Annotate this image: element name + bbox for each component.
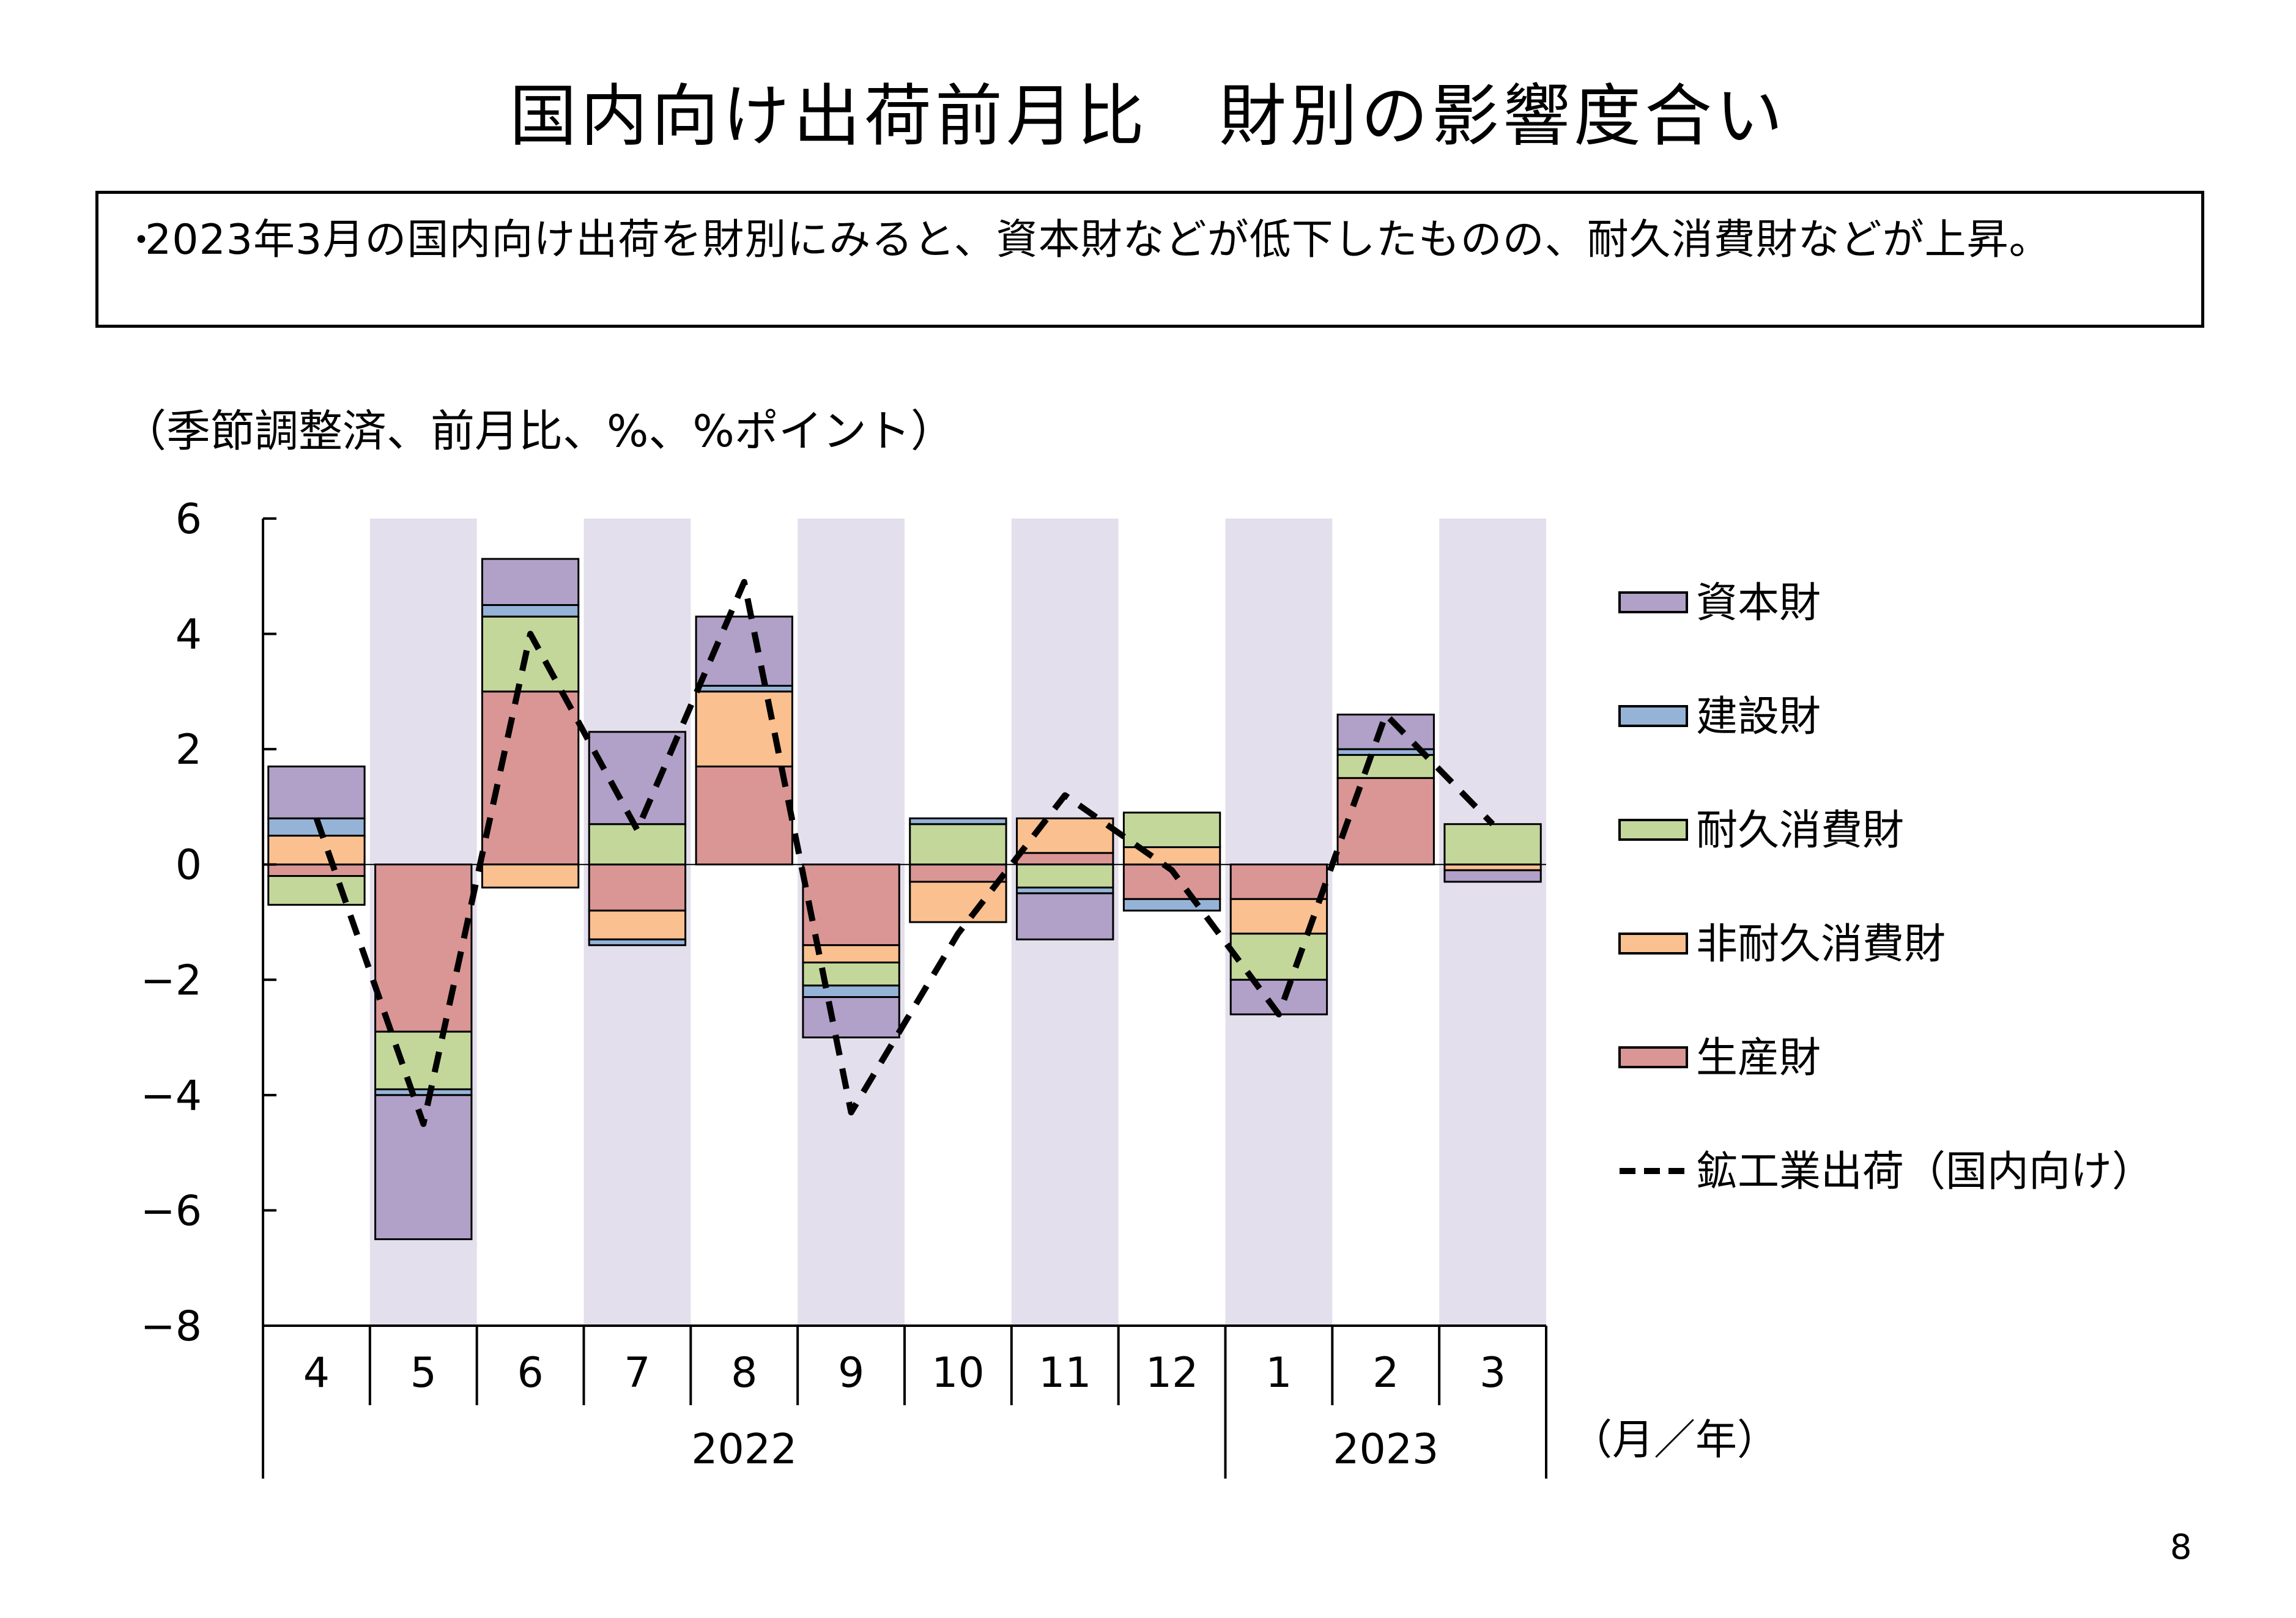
bar-producer-3 — [588, 863, 687, 912]
bar-producer-6 — [909, 863, 1007, 883]
x-tick-label-1: 1 — [1265, 1349, 1292, 1397]
bar-durable-9 — [1229, 933, 1328, 981]
bar-construction-6 — [909, 817, 1007, 826]
x-unit-label: （月／年） — [1571, 1416, 1779, 1465]
shade-band-3 — [1439, 519, 1546, 1326]
bar-producer-7 — [1016, 852, 1114, 866]
bar-durable-3 — [588, 823, 687, 866]
bar-nondurable-3 — [588, 909, 687, 940]
bar-durable-8 — [1122, 811, 1221, 848]
bar-construction-5 — [802, 984, 900, 999]
bar-capital-2 — [481, 558, 580, 606]
bar-nondurable-0 — [267, 835, 366, 866]
bar-construction-8 — [1122, 898, 1221, 912]
legend-label: 耐久消費財 — [1696, 807, 1904, 855]
bar-capital-5 — [802, 996, 900, 1039]
bar-producer-2 — [481, 690, 580, 866]
bar-durable-11 — [1443, 823, 1542, 866]
x-tick-label-5: 5 — [410, 1349, 437, 1397]
bar-capital-10 — [1336, 714, 1435, 750]
bar-durable-6 — [909, 823, 1007, 866]
bar-producer-10 — [1336, 777, 1435, 866]
y-tick-label: 6 — [176, 495, 202, 544]
bar-nondurable-7 — [1016, 817, 1114, 854]
bar-durable-7 — [1016, 863, 1114, 888]
bars — [267, 558, 1542, 1241]
x-tick-label-9: 9 — [838, 1349, 864, 1397]
y-tick-label: 4 — [176, 611, 202, 659]
legend-label: 非耐久消費財 — [1696, 920, 1946, 969]
y-tick-label: −2 — [141, 956, 202, 1005]
y-tick-label: 2 — [176, 726, 202, 774]
bar-construction-3 — [588, 938, 687, 947]
legend-swatch-durable — [1618, 819, 1688, 841]
bar-producer-4 — [695, 765, 793, 866]
x-tick-label-4: 4 — [303, 1349, 330, 1397]
page-number: 8 — [2170, 1527, 2192, 1567]
bar-capital-7 — [1016, 892, 1114, 940]
legend-swatch-construction — [1618, 705, 1688, 727]
bar-producer-0 — [267, 863, 366, 877]
line-shipments — [313, 578, 1495, 1127]
year-label-2023: 2023 — [1333, 1425, 1439, 1474]
legend-label: 建設財 — [1696, 693, 1821, 741]
x-tick-label-10: 10 — [931, 1349, 985, 1397]
x-tick-label-2: 2 — [1372, 1349, 1399, 1397]
bar-producer-1 — [374, 863, 473, 1033]
bar-durable-0 — [267, 875, 366, 906]
legend-swatch-producer — [1618, 1046, 1688, 1068]
legend-label: 鉱工業出荷（国内向け） — [1696, 1148, 2153, 1196]
line-series — [313, 578, 1495, 1127]
y-tick-label: 0 — [176, 841, 202, 890]
bar-nondurable-4 — [695, 690, 793, 767]
bar-producer-9 — [1229, 863, 1328, 900]
bar-capital-11 — [1443, 869, 1542, 883]
legend-label: 生産財 — [1696, 1034, 1821, 1082]
bar-nondurable-2 — [481, 863, 580, 888]
year-label-2022: 2022 — [691, 1425, 797, 1474]
bar-producer-5 — [802, 863, 900, 947]
page-title: 国内向け出荷前月比 財別の影響度合い — [509, 77, 1787, 155]
y-tick-label: −6 — [141, 1187, 202, 1235]
bar-capital-9 — [1229, 978, 1328, 1016]
bar-construction-2 — [481, 604, 580, 618]
x-tick-label-12: 12 — [1146, 1349, 1199, 1397]
legend-swatch-nondurable — [1618, 933, 1688, 955]
x-tick-label-7: 7 — [624, 1349, 650, 1397]
summary-text: 2023年3月の国内向け出荷を財別にみると、資本財などが低下したものの、耐久消費… — [145, 216, 2051, 264]
bar-capital-0 — [267, 765, 366, 819]
y-tick-label: −4 — [141, 1072, 202, 1120]
bar-capital-3 — [588, 731, 687, 826]
legend-swatch-capital — [1618, 591, 1688, 613]
x-tick-label-11: 11 — [1039, 1349, 1092, 1397]
y-tick-label: −8 — [141, 1302, 202, 1351]
bar-durable-5 — [802, 961, 900, 987]
bar-durable-10 — [1336, 754, 1435, 779]
summary-bullet: ・ — [123, 220, 160, 262]
chart-unit-label: （季節調整済、前月比、%、%ポイント） — [122, 405, 955, 457]
x-tick-label-6: 6 — [517, 1349, 543, 1397]
bar-durable-2 — [481, 615, 580, 693]
x-tick-label-8: 8 — [731, 1349, 757, 1397]
x-tick-label-3: 3 — [1479, 1349, 1506, 1397]
summary-box: ・ 2023年3月の国内向け出荷を財別にみると、資本財などが低下したものの、耐久… — [95, 191, 2204, 328]
bar-capital-4 — [695, 615, 793, 687]
legend-label: 資本財 — [1696, 579, 1821, 627]
bar-durable-1 — [374, 1030, 473, 1090]
